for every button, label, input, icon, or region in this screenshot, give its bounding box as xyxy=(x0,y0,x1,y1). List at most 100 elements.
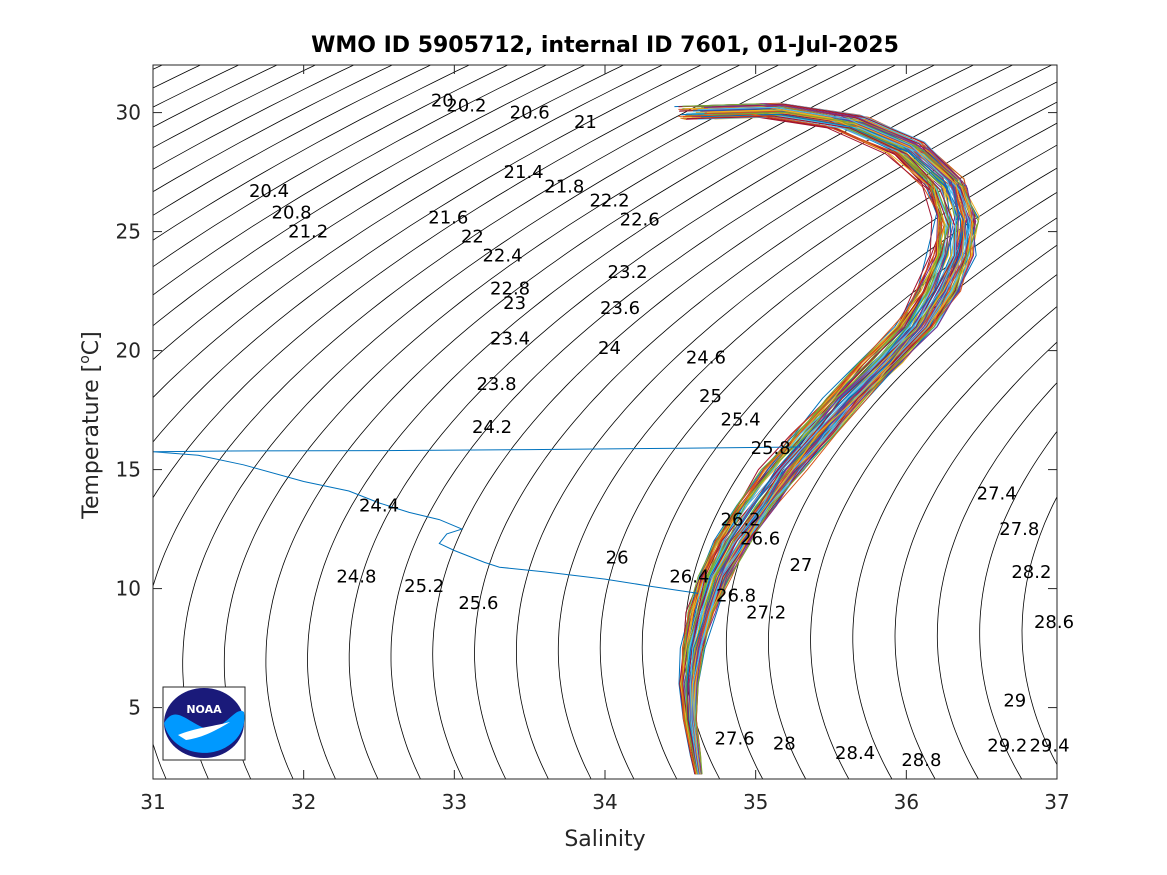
contour-label: 21.6 xyxy=(428,207,468,228)
density-contour-41 xyxy=(1107,65,1167,779)
profile-line xyxy=(693,115,973,775)
density-contour-40 xyxy=(1065,65,1167,779)
profile-line xyxy=(695,112,976,775)
contour-label: 23.4 xyxy=(490,329,530,350)
contour-label: 27.2 xyxy=(746,602,786,623)
density-contour-4 xyxy=(0,65,239,779)
contour-label: 29.2 xyxy=(987,736,1027,757)
contour-label: 24.6 xyxy=(686,348,726,369)
density-contour-11 xyxy=(0,65,508,779)
x-tick-label: 31 xyxy=(140,790,165,814)
contour-label: 28.8 xyxy=(901,750,941,771)
contour-label: 29.4 xyxy=(1029,736,1069,757)
profile-line xyxy=(690,113,968,774)
density-contour-6 xyxy=(0,65,315,779)
x-tick-label: 34 xyxy=(592,790,617,814)
profile-line xyxy=(696,115,976,775)
density-contour-38 xyxy=(980,65,1167,779)
y-tick-label: 25 xyxy=(116,220,141,244)
density-contour-37 xyxy=(937,65,1167,779)
profile-line xyxy=(693,116,970,774)
profile-line xyxy=(696,105,971,774)
contour-label: 22 xyxy=(461,226,484,247)
contour-label: 20.2 xyxy=(446,96,486,117)
x-tick-label: 35 xyxy=(743,790,768,814)
x-axis-label: Salinity xyxy=(564,827,645,852)
contour-label: 25.2 xyxy=(404,576,444,597)
contour-label: 22.2 xyxy=(589,191,629,212)
density-contour-5 xyxy=(0,65,277,779)
contour-label: 27.8 xyxy=(999,519,1039,540)
y-tick-label: 15 xyxy=(116,458,141,482)
x-tick-label: 36 xyxy=(894,790,919,814)
contour-label: 20.8 xyxy=(272,203,312,224)
profile-line xyxy=(692,106,972,774)
contour-label: 21 xyxy=(574,112,597,133)
x-tick-label: 37 xyxy=(1044,790,1069,814)
contour-label: 28.2 xyxy=(1011,562,1051,583)
density-contour-9 xyxy=(0,65,431,779)
chart-title: WMO ID 5905712, internal ID 7601, 01-Jul… xyxy=(311,33,899,58)
contour-label: 24 xyxy=(598,338,621,359)
profile-line xyxy=(695,117,976,775)
logo-text: NOAA xyxy=(186,703,222,716)
contour-label: 25 xyxy=(699,386,722,407)
profile-line xyxy=(679,109,932,774)
contour-label: 21.8 xyxy=(544,176,584,197)
density-contour-15 xyxy=(17,65,663,779)
profile-line xyxy=(692,111,969,774)
noaa-logo: NOAA xyxy=(163,687,245,760)
density-contour-34 xyxy=(811,65,1167,779)
density-contours xyxy=(0,65,1167,779)
contour-label: 20.4 xyxy=(249,181,289,202)
density-contour-28 xyxy=(558,65,1167,779)
y-tick-label: 5 xyxy=(128,696,141,720)
density-contour-21 xyxy=(266,65,896,779)
contour-label: 28 xyxy=(773,733,796,754)
ts-diagram: WMO ID 5905712, internal ID 7601, 01-Jul… xyxy=(0,0,1167,875)
contour-label: 26.6 xyxy=(740,529,780,550)
density-contour-42 xyxy=(1149,65,1167,779)
density-contour-16 xyxy=(58,65,701,779)
profile-line xyxy=(693,111,971,774)
x-tick-label: 32 xyxy=(291,790,316,814)
contour-label: 27 xyxy=(789,555,812,576)
y-tick-label: 10 xyxy=(116,577,141,601)
density-contour-1 xyxy=(0,65,124,779)
contour-label: 22.4 xyxy=(482,245,522,266)
profile-line xyxy=(696,112,975,774)
contour-label: 25.4 xyxy=(721,410,761,431)
profile-line xyxy=(695,104,974,774)
profile-line xyxy=(695,105,975,774)
density-contour-10 xyxy=(0,65,469,779)
contour-label: 23.2 xyxy=(608,262,648,283)
density-contour-0 xyxy=(0,65,86,779)
y-tick-label: 20 xyxy=(116,339,141,363)
density-contour-8 xyxy=(0,65,392,779)
contour-label: 23.6 xyxy=(600,298,640,319)
contour-label: 26 xyxy=(606,548,629,569)
contour-label: 23.8 xyxy=(476,374,516,395)
contour-label: 24.4 xyxy=(359,495,399,516)
contour-label: 24.2 xyxy=(472,417,512,438)
contour-label: 24.8 xyxy=(336,567,376,588)
y-axis-label: Temperature [oC] xyxy=(77,331,104,519)
profile-line xyxy=(693,116,965,774)
density-contour-23 xyxy=(349,65,973,779)
density-contour-26 xyxy=(475,65,1091,779)
profile-line xyxy=(693,116,975,775)
profile-line xyxy=(690,116,962,774)
contour-label: 27.4 xyxy=(977,483,1017,504)
contour-label: 23 xyxy=(503,293,526,314)
contour-label: 26.2 xyxy=(721,510,761,531)
contour-label: 21.4 xyxy=(504,162,544,183)
contour-label: 25.8 xyxy=(751,438,791,459)
contour-label: 26.4 xyxy=(669,567,709,588)
density-contour-39 xyxy=(1022,65,1167,779)
contour-label: 28.4 xyxy=(835,743,875,764)
contour-label: 21.2 xyxy=(288,222,328,243)
x-tick-label: 33 xyxy=(442,790,467,814)
contour-label: 20.6 xyxy=(510,103,550,124)
contour-label: 28.6 xyxy=(1034,612,1074,633)
y-tick-label: 30 xyxy=(116,101,141,125)
